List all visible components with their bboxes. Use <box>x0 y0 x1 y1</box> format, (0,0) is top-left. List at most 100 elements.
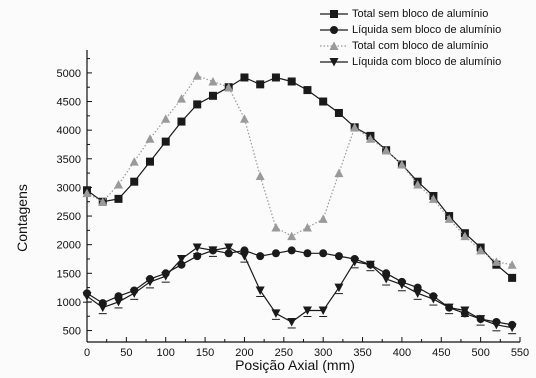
y-tick-label: 500 <box>63 326 81 338</box>
data-point-s4 <box>129 289 139 298</box>
data-point-s3 <box>98 197 108 206</box>
data-point-s1 <box>177 117 186 126</box>
data-point-s4 <box>507 323 517 333</box>
data-point-s3 <box>239 114 249 123</box>
data-point-s4 <box>287 317 297 327</box>
data-point-s3 <box>287 231 297 241</box>
x-tick-label: 350 <box>353 347 371 359</box>
legend-item-liquida-sem-bloco: Líquida sem bloco de alumínio <box>318 22 532 38</box>
legend-label: Líquida com bloco de alumínio <box>352 56 502 68</box>
data-point-s4 <box>334 283 344 293</box>
x-tick-label: 200 <box>235 347 253 359</box>
data-point-s4 <box>318 306 328 316</box>
data-point-s4 <box>82 292 92 301</box>
data-point-s3 <box>192 71 202 80</box>
data-point-s3 <box>145 134 155 143</box>
data-point-s4 <box>161 272 171 281</box>
y-tick-label: 2000 <box>57 240 81 252</box>
data-point-s3 <box>208 76 218 86</box>
data-point-s2 <box>271 249 280 258</box>
data-point-s1 <box>130 177 139 186</box>
data-point-s3 <box>318 214 328 223</box>
data-point-s3 <box>302 222 312 232</box>
data-point-s1 <box>508 273 517 282</box>
legend-swatch-triangle-up <box>320 41 348 50</box>
data-point-s3 <box>176 94 186 103</box>
series-line-2 <box>86 249 513 326</box>
legend-label: Líquida sem bloco de alumínio <box>352 24 502 36</box>
data-point-s4 <box>491 320 501 330</box>
y-tick-label: 5000 <box>57 68 81 80</box>
y-tick-label: 1000 <box>57 297 81 309</box>
data-point-s3 <box>413 180 423 189</box>
data-point-s3 <box>224 82 234 92</box>
data-point-s3 <box>82 188 92 198</box>
data-point-s1 <box>271 73 280 82</box>
data-point-s4 <box>113 297 123 307</box>
data-point-s3 <box>350 122 360 132</box>
data-point-s4 <box>208 246 218 255</box>
data-point-s1 <box>256 80 265 89</box>
x-tick-label: 150 <box>196 347 214 359</box>
data-point-s4 <box>476 315 486 324</box>
x-tick-label: 500 <box>471 347 489 359</box>
chart-legend: Total sem bloco de alumínio Líquida sem … <box>318 6 532 70</box>
series-line-3 <box>86 75 513 266</box>
x-axis-label: Posição Axial (mm) <box>235 357 355 373</box>
x-tick-label: 50 <box>120 347 132 359</box>
data-point-s1 <box>145 157 154 166</box>
y-axis-label: Contagens <box>14 184 30 252</box>
data-point-s4 <box>460 306 470 316</box>
series-line-4 <box>86 246 513 329</box>
legend-label: Total sem bloco de alumínio <box>352 8 489 20</box>
data-point-s4 <box>350 257 360 267</box>
data-point-s1 <box>114 194 123 203</box>
data-point-s3 <box>460 231 470 241</box>
data-point-s4 <box>239 252 249 261</box>
legend-swatch-square <box>320 10 348 18</box>
data-point-s3 <box>365 134 375 143</box>
data-point-s3 <box>271 222 281 232</box>
data-point-s4 <box>381 275 391 284</box>
data-point-s4 <box>145 277 155 287</box>
data-point-s3 <box>397 160 407 169</box>
data-point-s3 <box>444 214 454 223</box>
data-point-s4 <box>176 254 186 264</box>
legend-swatch-triangle-down <box>320 58 348 67</box>
data-point-s2 <box>256 252 265 261</box>
data-point-s4 <box>271 309 281 318</box>
legend-item-liquida-com-bloco: Líquida com bloco de alumínio <box>318 54 532 70</box>
legend-label: Total com bloco de alumínio <box>352 40 489 52</box>
data-point-s4 <box>302 306 312 316</box>
data-point-s2 <box>334 252 343 261</box>
data-point-s3 <box>161 114 171 123</box>
data-point-s1 <box>303 86 312 95</box>
data-point-s4 <box>98 303 108 313</box>
data-point-s1 <box>240 73 249 82</box>
x-tick-label: 550 <box>511 347 529 359</box>
x-tick-label: 250 <box>275 347 293 359</box>
x-tick-label: 400 <box>393 347 411 359</box>
data-point-s2 <box>287 246 296 255</box>
data-point-s4 <box>397 280 407 290</box>
series-line-1 <box>86 76 513 279</box>
data-point-s2 <box>303 249 312 258</box>
data-point-s3 <box>381 145 391 155</box>
data-point-s4 <box>255 286 265 295</box>
y-tick-label: 4000 <box>57 125 81 137</box>
data-point-s3 <box>334 168 344 178</box>
data-point-s3 <box>428 194 438 203</box>
legend-swatch-circle <box>320 26 348 34</box>
data-point-s4 <box>224 243 234 253</box>
data-point-s3 <box>507 260 517 269</box>
data-point-s3 <box>476 245 486 255</box>
legend-item-total-sem-bloco: Total sem bloco de alumínio <box>318 6 532 22</box>
y-tick-label: 3500 <box>57 154 81 166</box>
data-point-s2 <box>319 249 328 258</box>
data-point-s3 <box>491 257 501 266</box>
data-point-s1 <box>334 108 343 117</box>
y-tick-label: 3000 <box>57 182 81 194</box>
x-tick-label: 450 <box>432 347 450 359</box>
